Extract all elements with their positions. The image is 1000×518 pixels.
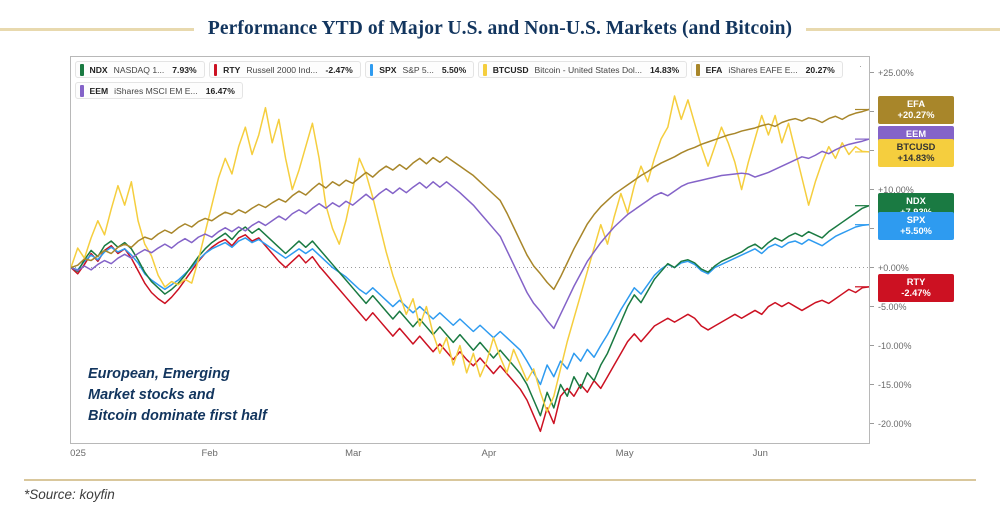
- legend-value: 16.47%: [205, 85, 235, 96]
- y-tick-mark: [870, 150, 874, 152]
- y-axis: +25.00% +20.00% +15.00% +10.00% +5.00% +0.00%…: [870, 56, 1000, 444]
- y-tick-mark: [870, 111, 874, 113]
- series-line-ndx: [71, 204, 869, 417]
- series-line-eem: [71, 138, 869, 330]
- series-line-btcusd: [71, 95, 869, 413]
- chart-legend: · NDX NASDAQ 1... 7.93% RTY Russell 2000 Ind…: [72, 58, 868, 101]
- y-axis-tick: +10.00%: [870, 185, 914, 195]
- legend-symbol: NDX: [89, 64, 108, 75]
- legend-close-icon[interactable]: ·: [859, 61, 862, 71]
- price-tag-symbol: BTCUSD: [896, 141, 936, 152]
- legend-color-swatch: [369, 63, 374, 76]
- legend-item-rty[interactable]: RTY Russell 2000 Ind... -2.47%: [208, 61, 361, 78]
- legend-name: S&P 5...: [402, 64, 434, 75]
- y-axis-tick: +25.00%: [870, 68, 914, 78]
- legend-value: 5.50%: [441, 64, 467, 75]
- annotation-line-2: Market stocks and: [88, 387, 215, 404]
- legend-symbol: EFA: [705, 64, 723, 75]
- price-tag-symbol: EEM: [905, 129, 927, 140]
- price-tag-symbol: EFA: [906, 99, 926, 110]
- legend-color-swatch: [213, 63, 218, 76]
- y-axis-tick: -15.00%: [870, 380, 912, 390]
- y-axis-tick: -10.00%: [870, 341, 912, 351]
- price-tag-value: +20.27%: [897, 110, 935, 121]
- price-tag-value: +14.83%: [897, 152, 935, 163]
- price-tag-value: +5.50%: [900, 225, 932, 236]
- y-axis-tick: -5.00%: [870, 302, 907, 312]
- price-tag-spx[interactable]: SPX +5.50%: [878, 211, 954, 240]
- y-tick-mark: [870, 306, 874, 308]
- legend-color-swatch: [483, 63, 487, 76]
- legend-color-swatch: [80, 84, 84, 97]
- x-axis-tick-label: Jun: [752, 448, 768, 459]
- legend-color-swatch: [80, 63, 84, 76]
- y-axis-tick: +5.00%: [870, 224, 909, 234]
- title-rule-right: [806, 27, 1000, 31]
- price-tag-efa[interactable]: EFA +20.27%: [878, 96, 954, 125]
- legend-name: iShares MSCI EM E...: [114, 85, 198, 96]
- series-line-efa: [71, 108, 869, 291]
- x-axis-tick-label: Feb: [201, 448, 218, 459]
- y-tick-label: -15.00%: [878, 379, 912, 390]
- series-line-spx: [71, 223, 869, 386]
- chart-series-canvas: [71, 95, 869, 433]
- legend-item-spx[interactable]: SPX S&P 5... 5.50%: [364, 61, 475, 78]
- x-axis-tick-label: 025: [70, 448, 86, 459]
- legend-item-btcusd[interactable]: BTCUSD Bitcoin - United States Dol... 14.8…: [478, 61, 688, 78]
- y-tick-mark: [870, 423, 874, 424]
- y-tick-mark: [870, 384, 874, 385]
- legend-color-swatch: [696, 63, 700, 76]
- title-rule-left: [0, 27, 194, 31]
- price-tag-symbol: NDX: [906, 195, 926, 206]
- x-axis: 025 Feb Mar Apr May Jun: [70, 448, 870, 468]
- y-tick-label: +25.00%: [878, 67, 914, 78]
- y-tick-label: -10.00%: [878, 340, 912, 351]
- y-tick-mark: [870, 345, 874, 347]
- legend-name: Bitcoin - United States Dol...: [534, 64, 642, 75]
- price-tag-rty[interactable]: RTY -2.47%: [878, 273, 954, 302]
- price-tag-symbol: RTY: [906, 276, 926, 287]
- y-tick-mark: [870, 189, 874, 191]
- page-title: Performance YTD of Major U.S. and Non-U.…: [207, 18, 793, 39]
- y-tick-label: +0.00%: [878, 262, 909, 273]
- footer-divider: [24, 479, 976, 481]
- y-tick-label: +10.00%: [878, 184, 914, 195]
- y-tick-mark: [870, 267, 874, 269]
- annotation-line-1: European, Emerging: [88, 366, 230, 382]
- x-axis-tick-label: Mar: [345, 448, 362, 459]
- y-tick-label: -5.00%: [878, 301, 907, 312]
- y-axis-tick: +20.00%: [870, 107, 914, 117]
- legend-value: 7.93%: [172, 64, 197, 75]
- legend-symbol: EEM: [89, 85, 109, 96]
- y-axis-tick: +15.00%: [870, 146, 914, 156]
- title-band: Performance YTD of Major U.S. and Non-U.…: [0, 14, 1000, 44]
- price-tag-symbol: SPX: [906, 214, 926, 225]
- legend-item-eem[interactable]: EEM iShares MSCI EM E... 16.47%: [75, 82, 243, 99]
- y-axis-tick: +0.00%: [870, 263, 909, 273]
- legend-item-ndx[interactable]: NDX NASDAQ 1... 7.93%: [75, 61, 205, 78]
- legend-name: NASDAQ 1...: [113, 64, 165, 75]
- y-tick-label: -20.00%: [878, 418, 912, 429]
- legend-value: 20.27%: [805, 64, 835, 75]
- legend-symbol: BTCUSD: [492, 64, 529, 75]
- source-note: *Source: koyfin: [24, 487, 115, 502]
- legend-value: 14.83%: [650, 64, 680, 75]
- y-tick-mark: [870, 228, 874, 230]
- y-axis-tick: -20.00%: [870, 419, 912, 429]
- annotation-line-3: Bitcoin dominate first half: [88, 408, 267, 425]
- chart-annotation: European, Emerging Market stocks and Bit…: [88, 364, 267, 427]
- price-tag-btcusd[interactable]: BTCUSD +14.83%: [878, 138, 954, 167]
- legend-symbol: RTY: [223, 64, 241, 75]
- legend-value: -2.47%: [325, 64, 353, 75]
- legend-name: Russell 2000 Ind...: [246, 64, 318, 75]
- y-tick-mark: [870, 72, 874, 74]
- legend-symbol: SPX: [379, 64, 397, 75]
- chart-plot-area: [70, 56, 870, 444]
- legend-name: iShares EAFE E...: [728, 64, 798, 75]
- price-tag-value: -2.47%: [901, 287, 931, 298]
- legend-item-efa[interactable]: EFA iShares EAFE E... 20.27%: [691, 61, 843, 78]
- x-axis-tick-label: Apr: [481, 448, 497, 459]
- x-axis-tick-label: May: [615, 448, 634, 459]
